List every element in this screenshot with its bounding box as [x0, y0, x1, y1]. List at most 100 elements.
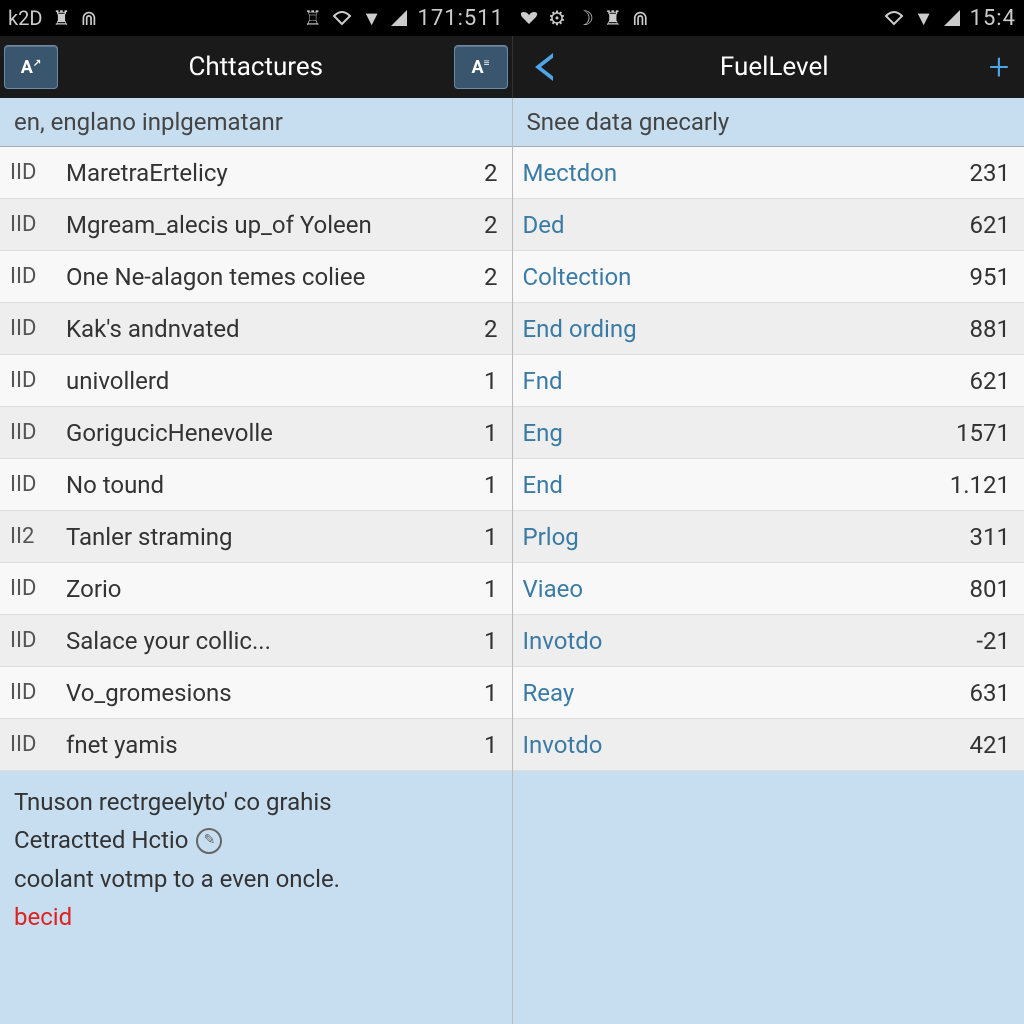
row-label: Invotdo — [523, 731, 955, 759]
castle-icon: ♖ — [304, 6, 322, 30]
row-label: Mectdon — [523, 159, 955, 187]
right-section-header: Snee data gnecarly — [513, 98, 1024, 147]
row-label: Zorio — [66, 575, 466, 603]
list-item[interactable]: IIDSalace your collic...1 — [0, 615, 512, 667]
page-title-right: FuelLevel — [575, 52, 975, 82]
list-item[interactable]: IIDKak's andnvated2 — [0, 303, 512, 355]
app-bar: A↗ Chttactures A≡ FuelLevel + — [0, 36, 1024, 98]
list-item[interactable]: Viaeo801 — [513, 563, 1024, 615]
right-footer-spacer — [513, 771, 1024, 1024]
row-id: IID — [10, 472, 66, 497]
row-value: 311 — [954, 523, 1014, 551]
row-id: IID — [10, 576, 66, 601]
row-label: MaretraErtelicy — [66, 159, 466, 187]
left-pane: en, englano inplgematanr IIDMaretraErtel… — [0, 98, 512, 1024]
footer-line-2-text: Cetractted Hctio — [14, 821, 188, 859]
footer-line-2: Cetractted Hctio ✎ — [14, 821, 498, 859]
tower-icon: ♜ — [53, 6, 71, 30]
app-bar-right: FuelLevel + — [512, 36, 1024, 98]
list-item[interactable]: End1.121 — [513, 459, 1024, 511]
row-count: 1 — [466, 523, 502, 551]
list-item[interactable]: IIDOne Ne-alagon temes coliee2 — [0, 251, 512, 303]
row-label: One Ne-alagon temes coliee — [66, 263, 466, 291]
row-value: 421 — [954, 731, 1014, 759]
list-item[interactable]: IIDZorio1 — [0, 563, 512, 615]
row-id: IID — [10, 628, 66, 653]
row-label: Prlog — [523, 523, 955, 551]
tower2-icon: ♜ — [604, 6, 622, 30]
row-value: 801 — [954, 575, 1014, 603]
text-size-button-right[interactable]: A≡ — [454, 45, 508, 89]
row-label: Reay — [523, 679, 955, 707]
edit-icon[interactable]: ✎ — [196, 828, 222, 854]
list-item[interactable]: IIDfnet yamis1 — [0, 719, 512, 771]
row-id: IID — [10, 160, 66, 185]
wifi-icon — [332, 10, 352, 26]
row-label: GorigucicHenevolle — [66, 419, 466, 447]
row-label: Vo_gromesions — [66, 679, 466, 707]
status-time-left: 171:511 — [417, 6, 504, 31]
row-count: 2 — [466, 315, 502, 343]
chevron-left-icon — [535, 53, 553, 81]
row-count: 2 — [466, 159, 502, 187]
back-button[interactable] — [517, 45, 571, 89]
row-count: 2 — [466, 263, 502, 291]
row-value: 1.121 — [950, 471, 1014, 499]
row-count: 1 — [466, 627, 502, 655]
list-item[interactable]: IIDMgream_alecis up_of Yoleen2 — [0, 199, 512, 251]
list-item[interactable]: Ded621 — [513, 199, 1024, 251]
row-label: Salace your collic... — [66, 627, 466, 655]
list-item[interactable]: IIDNo tound1 — [0, 459, 512, 511]
row-count: 1 — [466, 419, 502, 447]
row-id: IID — [10, 316, 66, 341]
list-item[interactable]: II2Tanler straming1 — [0, 511, 512, 563]
status-time-right: 15:4 — [970, 6, 1016, 31]
right-list: Mectdon231Ded621Coltection951End ording8… — [513, 147, 1024, 771]
wifi-full-icon: ▼ — [362, 6, 382, 31]
list-item[interactable]: Invotdo421 — [513, 719, 1024, 771]
list-item[interactable]: Fnd621 — [513, 355, 1024, 407]
list-item[interactable]: Eng1571 — [513, 407, 1024, 459]
row-value: 631 — [954, 679, 1014, 707]
list-item[interactable]: Coltection951 — [513, 251, 1024, 303]
headset-icon: ⋒ — [80, 6, 97, 30]
text-size-icon: A↗ — [21, 57, 41, 78]
text-size-button-left[interactable]: A↗ — [4, 45, 58, 89]
row-label: univollerd — [66, 367, 466, 395]
row-label: Invotdo — [523, 627, 955, 655]
app-bar-left: A↗ Chttactures A≡ — [0, 36, 512, 98]
row-count: 1 — [466, 679, 502, 707]
row-id: IID — [10, 264, 66, 289]
row-count: 1 — [466, 575, 502, 603]
row-value: -21 — [954, 627, 1014, 655]
heart-icon — [520, 10, 538, 26]
row-label: fnet yamis — [66, 731, 466, 759]
list-item[interactable]: IIDunivollerd1 — [0, 355, 512, 407]
list-item[interactable]: IIDMaretraErtelicy2 — [0, 147, 512, 199]
row-label: Fnd — [523, 367, 955, 395]
row-label: Viaeo — [523, 575, 955, 603]
list-item[interactable]: IIDGorigucicHenevolle1 — [0, 407, 512, 459]
row-id: IID — [10, 732, 66, 757]
row-label: Eng — [523, 419, 955, 447]
wifi-full2-icon: ▼ — [914, 6, 934, 31]
text-size-icon2: A≡ — [472, 57, 490, 78]
list-item[interactable]: Mectdon231 — [513, 147, 1024, 199]
row-value: 621 — [954, 211, 1014, 239]
list-item[interactable]: Prlog311 — [513, 511, 1024, 563]
row-id: IID — [10, 680, 66, 705]
list-item[interactable]: Invotdo-21 — [513, 615, 1024, 667]
row-label: Tanler straming — [66, 523, 466, 551]
list-item[interactable]: IIDVo_gromesions1 — [0, 667, 512, 719]
list-item[interactable]: Reay631 — [513, 667, 1024, 719]
row-id: IID — [10, 420, 66, 445]
add-button[interactable]: + — [974, 46, 1024, 88]
row-value: 621 — [954, 367, 1014, 395]
row-value: 951 — [954, 263, 1014, 291]
headset2-icon: ⋒ — [632, 6, 649, 30]
list-item[interactable]: End ording881 — [513, 303, 1024, 355]
status-bar-left: k2D ♜ ⋒ ♖ ▼ 171:511 — [0, 0, 512, 36]
left-section-header: en, englano inplgematanr — [0, 98, 512, 147]
footer-line-1: Tnuson rectrgeelyto' co grahis — [14, 783, 498, 821]
footer-block: Tnuson rectrgeelyto' co grahis Cetractte… — [0, 771, 512, 1024]
